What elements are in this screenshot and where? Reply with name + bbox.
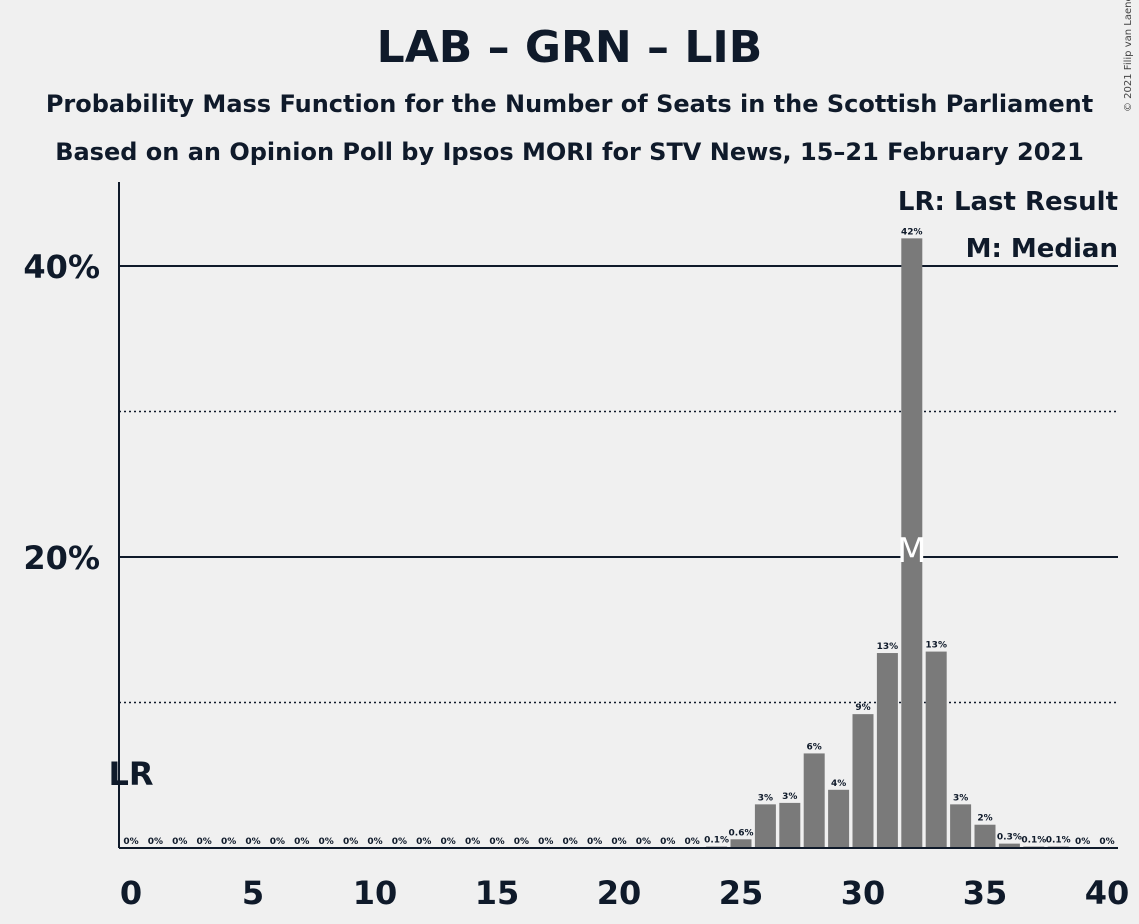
bar-label-seat-1: 0%: [148, 837, 163, 847]
x-tick-label: 15: [475, 874, 520, 912]
bar-label-seat-10: 0%: [367, 837, 382, 847]
bar-label-seat-6: 0%: [270, 837, 285, 847]
y-tick-label: 20%: [23, 539, 100, 577]
bar-seat-33: [925, 651, 947, 848]
y-tick-label: 40%: [23, 248, 100, 286]
chart-bars: 0% 0% 0% 0% 0% 0% 0% 0% 0% 0% 0% 0% 0% 0% 0% 0% 0% 0% 0% 0%…: [123, 227, 1115, 849]
legend-last-result: LR: Last Result: [898, 187, 1118, 217]
chart-title: LAB – GRN – LIB: [376, 22, 763, 73]
x-tick-label: 10: [353, 874, 398, 912]
median-marker: M: [897, 531, 926, 571]
legend-median: M: Median: [966, 234, 1118, 264]
bar-label-seat-24: 0.1%: [704, 836, 729, 846]
bar-label-seat-9: 0%: [343, 837, 358, 847]
bar-seat-25: [730, 839, 752, 848]
bar-label-seat-17: 0%: [538, 837, 553, 847]
bar-label-seat-0: 0%: [123, 837, 138, 847]
bar-seat-36: [998, 843, 1020, 848]
bar-label-seat-4: 0%: [221, 837, 236, 847]
last-result-marker: LR: [108, 755, 153, 793]
bar-seat-34: [950, 804, 972, 848]
bar-label-seat-25: 0.6%: [729, 828, 754, 838]
bar-label-seat-31: 13%: [877, 642, 899, 652]
chart-subtitle-2: Based on an Opinion Poll by Ipsos MORI f…: [55, 138, 1084, 166]
bar-label-seat-35: 2%: [977, 814, 992, 824]
bar-seat-26: [754, 804, 776, 848]
x-tick-label: 20: [597, 874, 642, 912]
bar-label-seat-33: 13%: [925, 641, 947, 651]
x-tick-label: 5: [242, 874, 264, 912]
bar-label-seat-39: 0%: [1075, 837, 1090, 847]
bar-label-seat-2: 0%: [172, 837, 187, 847]
chart-subtitle-1: Probability Mass Function for the Number…: [45, 90, 1094, 118]
bar-seat-30: [852, 714, 874, 848]
x-tick-label: 35: [963, 874, 1008, 912]
bar-label-seat-5: 0%: [245, 837, 260, 847]
x-tick-label: 0: [120, 874, 142, 912]
bar-label-seat-7: 0%: [294, 837, 309, 847]
bar-label-seat-21: 0%: [636, 837, 651, 847]
bar-label-seat-16: 0%: [514, 837, 529, 847]
bar-seat-35: [974, 824, 996, 848]
chart-legend: LR: Last Result M: Median: [898, 187, 1118, 264]
bar-label-seat-23: 0%: [685, 837, 700, 847]
bar-label-seat-32: 42%: [901, 227, 923, 237]
bar-label-seat-34: 3%: [953, 793, 968, 803]
bar-label-seat-20: 0%: [611, 837, 626, 847]
bar-label-seat-11: 0%: [392, 837, 407, 847]
bar-seat-29: [828, 789, 850, 848]
bar-label-seat-28: 6%: [807, 742, 822, 752]
bar-label-seat-18: 0%: [563, 837, 578, 847]
bar-label-seat-12: 0%: [416, 837, 431, 847]
bar-label-seat-13: 0%: [441, 837, 456, 847]
bar-label-seat-8: 0%: [319, 837, 334, 847]
bar-label-seat-40: 0%: [1099, 837, 1114, 847]
bar-seat-28: [803, 753, 825, 848]
bar-seat-32: [901, 238, 923, 849]
bar-label-seat-36: 0.3%: [997, 833, 1022, 843]
bar-label-seat-38: 0.1%: [1046, 836, 1071, 846]
bar-seat-27: [779, 802, 801, 848]
bar-label-seat-14: 0%: [465, 837, 480, 847]
bar-label-seat-30: 9%: [855, 703, 870, 713]
chart-gridlines: [119, 265, 1118, 704]
bar-seat-31: [876, 653, 898, 848]
x-tick-label: 40: [1085, 874, 1130, 912]
bar-label-seat-22: 0%: [660, 837, 675, 847]
bar-label-seat-37: 0.1%: [1021, 836, 1046, 846]
bar-label-seat-26: 3%: [758, 793, 773, 803]
x-tick-label: 30: [841, 874, 886, 912]
x-tick-label: 25: [719, 874, 764, 912]
chart-axes: 20% 40% 0 5 10 15 20 25 30 35 40 LR: [23, 182, 1129, 912]
bar-label-seat-29: 4%: [831, 779, 846, 789]
bar-label-seat-15: 0%: [489, 837, 504, 847]
bar-label-seat-3: 0%: [197, 837, 212, 847]
bar-label-seat-27: 3%: [782, 792, 797, 802]
bar-label-seat-19: 0%: [587, 837, 602, 847]
